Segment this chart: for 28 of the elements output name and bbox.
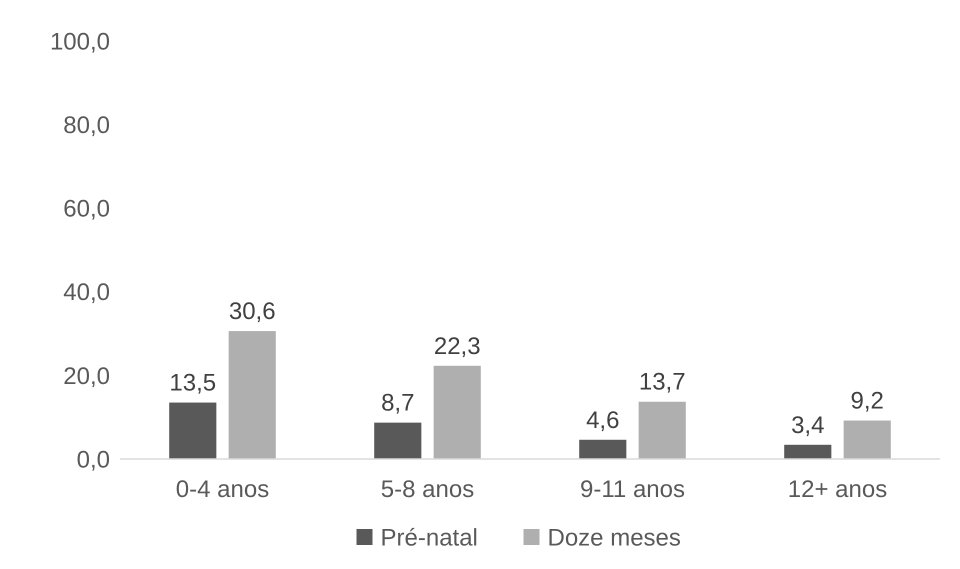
- data-label: 8,7: [381, 390, 414, 417]
- legend-label: Pré-natal: [380, 524, 478, 552]
- data-label: 3,4: [791, 412, 824, 439]
- y-tick-label: 80,0: [63, 112, 110, 139]
- bar: [228, 331, 276, 459]
- bar: [638, 402, 686, 459]
- x-tick-label: 5-8 anos: [380, 476, 474, 503]
- bar: [374, 422, 422, 459]
- y-tick-label: 60,0: [63, 196, 110, 223]
- bar: [434, 366, 481, 459]
- x-tick-label: 9-11 anos: [580, 476, 685, 503]
- x-tick-label: 12+ anos: [788, 476, 888, 503]
- bar: [579, 440, 626, 459]
- x-tick-label: 0-4 anos: [176, 476, 270, 503]
- data-label: 22,3: [434, 332, 481, 360]
- data-label: 4,6: [586, 406, 620, 434]
- legend-label: Doze meses: [548, 524, 681, 552]
- data-label: 13,7: [638, 368, 686, 396]
- bar: [844, 420, 891, 459]
- data-label: 30,6: [228, 298, 276, 326]
- y-tick-label: 20,0: [63, 362, 110, 390]
- bar: [784, 444, 832, 459]
- data-label: 9,2: [850, 388, 884, 415]
- y-tick-label: 0,0: [76, 446, 110, 474]
- y-tick-label: 100,0: [50, 28, 110, 56]
- y-tick-label: 40,0: [63, 279, 110, 306]
- data-label: 13,5: [169, 370, 216, 397]
- bar: [169, 402, 216, 459]
